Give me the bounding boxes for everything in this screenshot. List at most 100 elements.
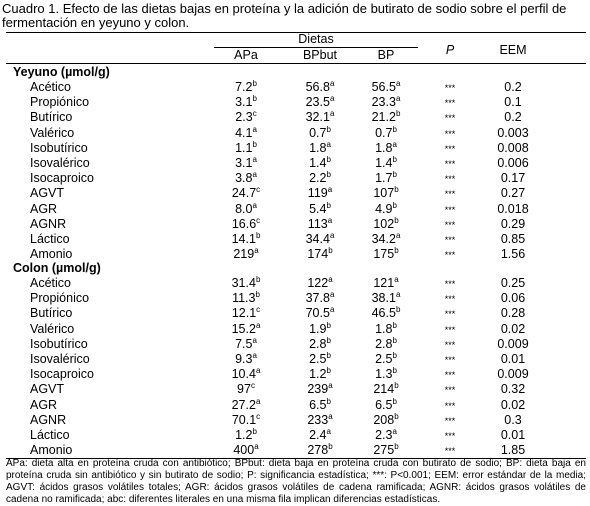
p-value: ***: [444, 143, 456, 154]
value-apa-number: 7.5: [235, 336, 253, 351]
p-value: ***: [444, 385, 456, 396]
p-value: ***: [444, 339, 456, 350]
value-bp: 1.3b: [354, 367, 418, 382]
value-bpbut: 2.8b: [288, 335, 352, 352]
significance-letter: b: [394, 185, 399, 195]
value-bpbut: 37.8a: [288, 291, 352, 306]
significance-letter: b: [328, 442, 333, 452]
value-apa: 8.0a: [214, 201, 278, 217]
significance-letter: b: [326, 320, 331, 330]
significance-letter: b: [326, 351, 331, 360]
value-apa-number: 15.2: [231, 321, 256, 336]
header-apa: APa: [234, 48, 258, 62]
value-bp-number: 102: [373, 216, 395, 231]
significance-letter: b: [326, 335, 331, 345]
row-label: Isovalérico: [30, 352, 90, 366]
value-apa-number: 97: [237, 382, 251, 397]
significance-letter: b: [252, 94, 257, 104]
value-bp: 121a: [354, 276, 418, 291]
value-eem: 0.01: [500, 352, 526, 366]
row-label: Isocaproico: [30, 367, 94, 382]
value-bp-number: 1.8: [375, 321, 393, 336]
value-apa: 10.4a: [214, 367, 278, 382]
significance-letter: b: [252, 79, 257, 88]
value-bp: 38.1a: [354, 291, 418, 306]
significance-letter: b: [392, 366, 397, 376]
value-bp-number: 38.1: [371, 291, 396, 306]
value-eem: 0.2: [504, 110, 522, 125]
value-bp-number: 1.3: [375, 367, 393, 382]
value-apa: 16.6c: [214, 216, 278, 232]
value-apa-number: 4.1: [235, 125, 253, 140]
value-apa-number: 70.1: [231, 412, 257, 427]
value-bpbut: 1.2b: [288, 367, 352, 382]
significance-letter: a: [328, 411, 333, 421]
value-bp-number: 275: [373, 443, 395, 458]
value-bpbut: 5.4b: [288, 201, 352, 217]
value-bpbut-number: 119: [307, 186, 328, 201]
value-apa: 14.1b: [214, 232, 278, 247]
significance-letter: a: [329, 109, 335, 119]
significance-letter: a: [329, 79, 335, 88]
value-apa: 1.2b: [214, 428, 278, 443]
bottom-rule: [6, 458, 586, 459]
value-bp: 2.3a: [354, 428, 418, 443]
value-bp: 23.3a: [354, 95, 418, 110]
value-bpbut-number: 0.7: [309, 125, 327, 140]
p-value: ***: [444, 446, 456, 457]
value-bpbut: 1.4b: [288, 156, 352, 171]
value-eem: 1.85: [500, 443, 526, 458]
value-apa: 4.1a: [214, 125, 278, 141]
header-dietas: Dietas: [298, 32, 334, 46]
value-bpbut-number: 37.8: [305, 291, 330, 306]
value-apa-number: 31.4: [231, 276, 256, 290]
row-label: Propiónico: [30, 95, 90, 110]
value-bp-number: 23.3: [371, 95, 396, 110]
significance-letter: a: [328, 381, 333, 391]
significance-letter: c: [256, 305, 261, 315]
value-apa: 1.1b: [214, 140, 278, 156]
significance-letter: a: [326, 427, 331, 436]
value-bpbut: 2.5b: [288, 352, 352, 367]
value-apa-number: 10.4: [231, 367, 256, 382]
value-eem: 0.009: [497, 367, 529, 382]
p-value: ***: [444, 204, 456, 215]
value-eem: 0.006: [497, 156, 529, 170]
value-apa: 31.4b: [214, 276, 278, 291]
value-apa: 97c: [214, 382, 278, 397]
value-apa: 7.2b: [214, 80, 278, 95]
significance-letter: a: [328, 275, 333, 284]
value-bpbut-number: 32.1: [305, 110, 330, 125]
value-bp: 208b: [354, 412, 418, 428]
value-bp-number: 208: [373, 412, 395, 427]
significance-letter: b: [328, 246, 333, 256]
value-bpbut-number: 2.8: [309, 336, 327, 351]
significance-letter: b: [392, 351, 397, 360]
significance-letter: b: [392, 124, 397, 134]
value-bpbut-number: 233: [307, 412, 329, 427]
value-bp: 1.8a: [354, 140, 418, 156]
p-value: ***: [444, 83, 456, 93]
row-label: Butírico: [30, 306, 73, 321]
significance-letter: b: [326, 396, 331, 406]
value-bpbut-number: 113: [307, 216, 328, 231]
p-value: ***: [444, 128, 456, 139]
value-bp-number: 34.2: [371, 232, 396, 246]
row-label: Butírico: [30, 110, 73, 125]
p-value: ***: [444, 324, 456, 335]
significance-letter: b: [394, 215, 399, 225]
value-apa-number: 3.1: [235, 95, 253, 110]
significance-letter: b: [392, 170, 397, 180]
value-eem: 0.85: [500, 232, 526, 246]
value-eem: 0.2: [504, 80, 522, 94]
value-bpbut: 113a: [288, 216, 352, 232]
row-label: AGVT: [30, 382, 65, 397]
value-apa: 11.3b: [214, 291, 278, 306]
value-bpbut: 23.5a: [288, 95, 352, 110]
value-eem: 0.27: [500, 186, 526, 201]
significance-letter: a: [252, 335, 257, 345]
significance-letter: b: [326, 366, 331, 376]
significance-letter: a: [254, 246, 259, 256]
p-value: ***: [444, 309, 456, 320]
value-apa: 400a: [214, 443, 278, 458]
